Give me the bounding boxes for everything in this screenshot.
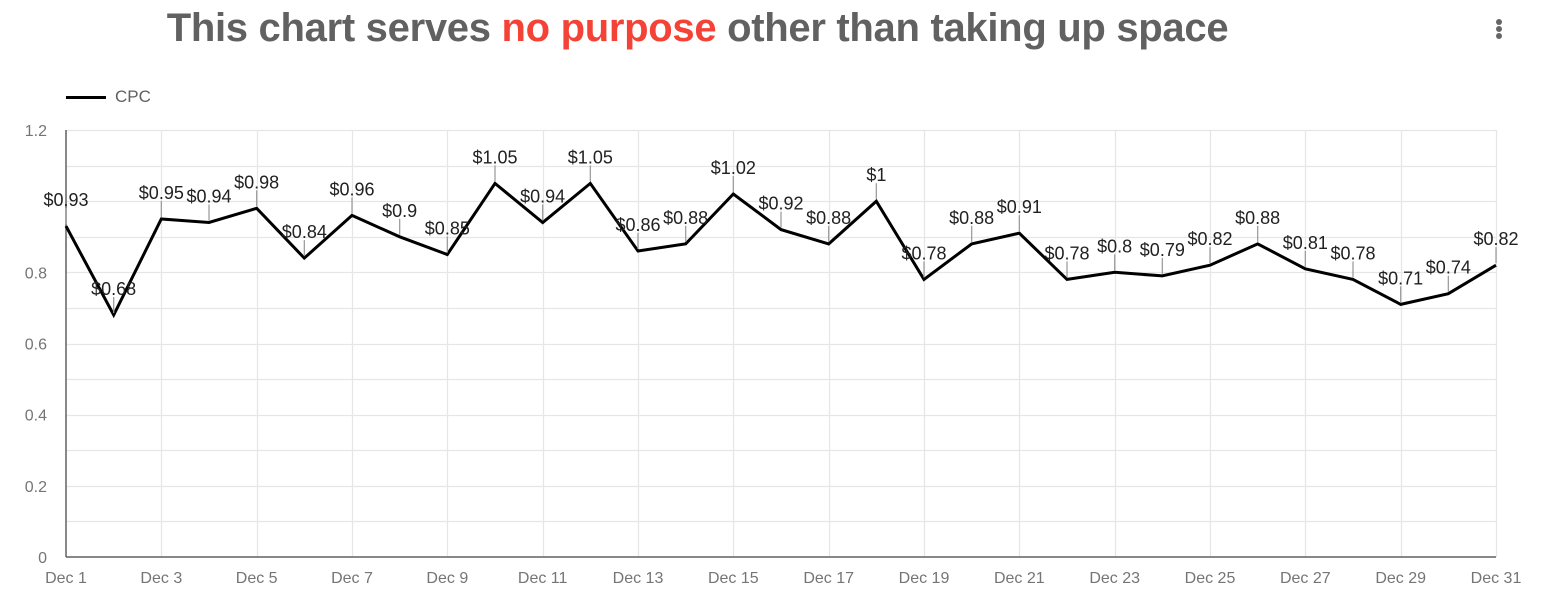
data-label: $0.79 (1140, 240, 1185, 260)
data-label: $0.68 (91, 279, 136, 299)
x-tick-label: Dec 9 (426, 570, 468, 587)
data-labels: $0.93$0.68$0.95 $0.94$0.98$0.84$0.96$0.9$… (43, 147, 1519, 314)
kebab-dot (1496, 19, 1502, 25)
data-label: $0.74 (1426, 258, 1471, 278)
data-label: $0.85 (425, 219, 470, 239)
cpc-line[interactable] (64, 181, 1497, 319)
x-tick-label: Dec 31 (1471, 570, 1522, 587)
x-tick-label: Dec 5 (236, 570, 278, 587)
data-label: $0.86 (615, 215, 660, 235)
data-label: $0.93 (43, 190, 88, 210)
x-tick-label: Dec 19 (899, 570, 950, 587)
x-tick-label: Dec 11 (518, 570, 568, 587)
more-vert-icon[interactable] (1489, 18, 1509, 42)
x-tick-label: Dec 15 (708, 570, 759, 587)
data-label: $0.88 (1235, 208, 1280, 228)
data-label: $1.02 (711, 158, 756, 178)
grid-lines (66, 129, 1498, 557)
x-tick-label: Dec 27 (1280, 570, 1331, 587)
data-label: $0.9 (382, 201, 417, 221)
y-tick-label: 0.8 (25, 265, 47, 282)
data-label: $0.98 (234, 172, 279, 192)
data-label: $0.88 (663, 208, 708, 228)
title-part-2: other than taking up space (716, 6, 1229, 50)
x-tick-label: Dec 3 (140, 570, 182, 587)
kebab-dot (1496, 33, 1502, 39)
kebab-dot (1496, 26, 1502, 32)
x-tick-label: Dec 13 (613, 570, 664, 587)
series-cpc (64, 181, 1497, 319)
x-axis-ticks: Dec 1 Dec 3 Dec 5 Dec 7 Dec 9 Dec 11 Dec 13 Dec… (45, 570, 1521, 587)
x-tick-label: Dec 17 (803, 570, 854, 587)
x-tick-label: Dec 1 (45, 570, 87, 587)
data-label: $0.96 (329, 179, 374, 199)
data-label: $0.95 (139, 183, 184, 203)
chart-legend[interactable]: CPC (66, 86, 151, 108)
x-tick-label: Dec 25 (1185, 570, 1236, 587)
legend-line-swatch (66, 95, 106, 99)
y-tick-label: 0 (38, 550, 47, 567)
axes (65, 130, 1496, 558)
data-label: $0.94 (520, 187, 565, 207)
x-tick-label: Dec 29 (1375, 570, 1426, 587)
data-label: $0.88 (949, 208, 994, 228)
data-label: $1.05 (472, 147, 517, 167)
data-label: $0.71 (1378, 268, 1423, 288)
y-tick-label: 0.6 (25, 337, 47, 354)
title-accent: no purpose (501, 6, 717, 50)
data-label: $0.78 (1044, 243, 1089, 263)
data-label: $1.05 (568, 147, 613, 167)
data-label: $0.92 (758, 194, 803, 214)
data-label: $0.78 (901, 243, 946, 263)
chart-title: This chart serves no purpose other than … (0, 6, 1395, 51)
y-tick-label: 0.4 (25, 408, 47, 425)
data-label: $0.82 (1473, 229, 1518, 249)
y-tick-label: 1.2 (25, 123, 47, 140)
x-tick-label: Dec 21 (994, 570, 1045, 587)
data-label: $0.78 (1330, 243, 1375, 263)
x-tick-label: Dec 7 (331, 570, 373, 587)
data-label: $0.81 (1283, 233, 1328, 253)
data-label: $0.84 (282, 222, 327, 242)
data-label: $0.8 (1097, 236, 1132, 256)
y-axis-ticks: 0 0.2 0.4 0.6 0.8 1.2 (25, 123, 47, 567)
data-label: $0.82 (1187, 229, 1232, 249)
legend-label: CPC (115, 87, 151, 106)
title-part-1: This chart serves (166, 6, 502, 50)
data-label: $0.91 (997, 197, 1042, 217)
x-tick-label: Dec 23 (1089, 570, 1140, 587)
y-tick-label: 0.2 (25, 479, 47, 496)
data-label: $1 (866, 165, 886, 185)
data-label: $0.94 (186, 187, 231, 207)
data-label: $0.88 (806, 208, 851, 228)
